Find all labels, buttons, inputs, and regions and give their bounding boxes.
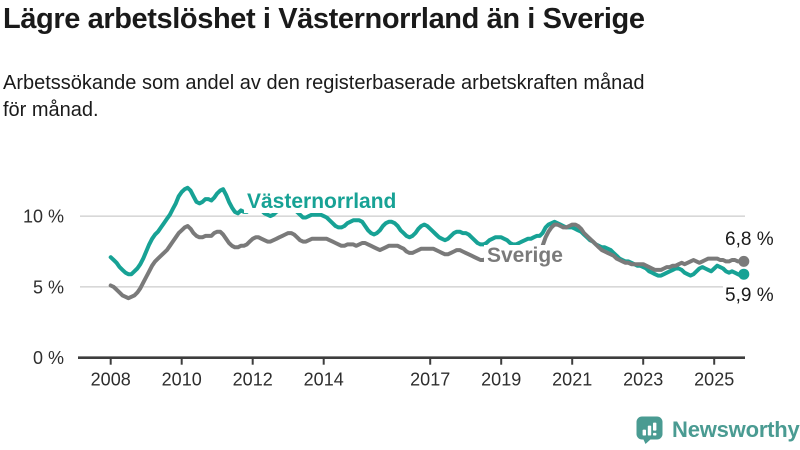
newsworthy-icon [636,416,663,444]
series-end-dot-0 [738,268,750,280]
y-tick-label: 0 % [33,348,64,368]
newsworthy-logo-text: Newsworthy [672,416,800,442]
x-tick-label: 2025 [694,370,734,390]
series-line-1 [108,222,746,301]
y-tick-label: 5 % [33,277,64,297]
newsworthy-logo[interactable]: Newsworthy [635,415,800,444]
end-value-sverige: 6,8 % [723,229,776,250]
x-tick-label: 2021 [552,370,592,390]
x-tick-label: 2010 [162,370,202,390]
x-tick-label: 2019 [481,370,521,390]
series-label-vasternorrland: Västernorrland [244,191,400,213]
x-tick-label: 2014 [304,370,344,390]
x-tick-label: 2012 [233,370,273,390]
series-label-sverige: Sverige [484,245,566,267]
end-value-vasternorrland: 5,9 % [723,285,776,306]
series-end-dot-1 [738,255,750,267]
x-tick-label: 2008 [91,370,131,390]
chart-subtitle: Arbetssökande som andel av den registerb… [3,72,645,121]
x-tick-label: 2023 [623,370,663,390]
x-tick-label: 2017 [410,370,450,390]
series-line-0 [108,185,746,278]
y-tick-label: 10 % [23,207,64,227]
chart-title: Lägre arbetslöshet i Västernorrland än i… [3,3,645,35]
